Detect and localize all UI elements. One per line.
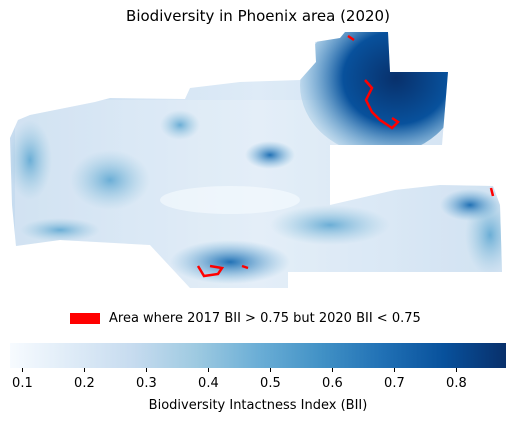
legend-label: Area where 2017 BII > 0.75 but 2020 BII … bbox=[109, 310, 421, 326]
colorbar-tick-mark bbox=[394, 368, 396, 372]
colorbar-tick-label: 0.8 bbox=[446, 376, 467, 391]
colorbar-tick-mark bbox=[270, 368, 272, 372]
bii-map bbox=[10, 32, 502, 288]
colorbar-tick-mark bbox=[208, 368, 210, 372]
colorbar-tick-mark bbox=[22, 368, 24, 372]
colorbar-tick-label: 0.5 bbox=[260, 376, 281, 391]
colorbar-tick-mark bbox=[456, 368, 458, 372]
map-legend: Area where 2017 BII > 0.75 but 2020 BII … bbox=[70, 310, 421, 326]
colorbar bbox=[10, 343, 506, 368]
bii-decline-areas bbox=[196, 34, 495, 278]
colorbar-tick-label: 0.7 bbox=[384, 376, 405, 391]
colorbar-tick-label: 0.4 bbox=[198, 376, 219, 391]
colorbar-tick-mark bbox=[84, 368, 86, 372]
colorbar-tick-label: 0.1 bbox=[12, 376, 33, 391]
map-title: Biodiversity in Phoenix area (2020) bbox=[126, 7, 390, 25]
colorbar-tick-label: 0.6 bbox=[322, 376, 343, 391]
colorbar-tick-mark bbox=[146, 368, 148, 372]
colorbar-tick-label: 0.3 bbox=[136, 376, 157, 391]
colorbar-label: Biodiversity Intactness Index (BII) bbox=[148, 398, 368, 413]
legend-swatch bbox=[70, 312, 100, 324]
colorbar-tick-mark bbox=[332, 368, 334, 372]
colorbar-tick-label: 0.2 bbox=[74, 376, 95, 391]
colorbar-ticks: 0.1 0.2 0.3 0.4 0.5 0.6 0.7 0.8 bbox=[0, 368, 516, 398]
